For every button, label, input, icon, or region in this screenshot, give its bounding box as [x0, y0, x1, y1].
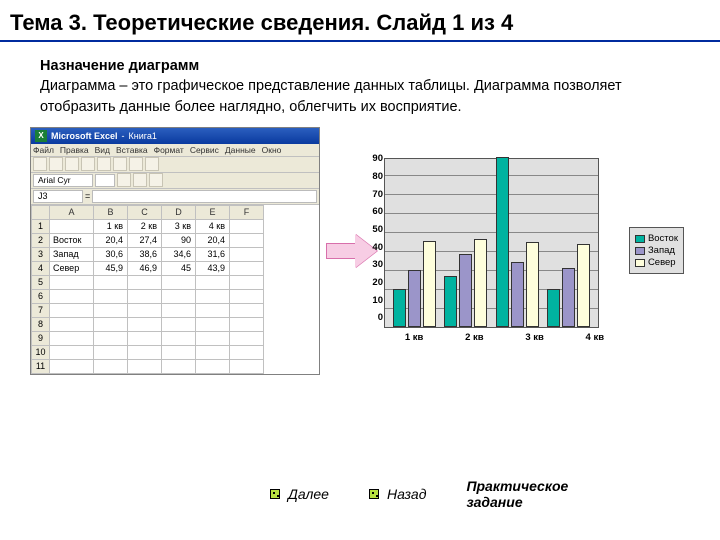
nav-task-label: Практическое задание — [466, 478, 568, 510]
chart-legend: ВостокЗападСевер — [629, 227, 684, 274]
y-axis-labels: 9080706050403020100 — [365, 153, 383, 323]
toolbar-button[interactable] — [113, 157, 127, 171]
menu-item[interactable]: Вид — [95, 145, 110, 155]
menu-item[interactable]: Сервис — [190, 145, 219, 155]
nav-task[interactable]: Практическое задание — [466, 478, 568, 510]
menu-item[interactable]: Файл — [33, 145, 54, 155]
bar — [408, 270, 421, 328]
chart-plot: 9080706050403020100 — [384, 158, 599, 328]
bar-chart: 9080706050403020100 1 кв2 кв3 кв4 кв Вос… — [384, 158, 684, 343]
bold-button[interactable] — [117, 173, 131, 187]
cell-ref[interactable]: J3 — [33, 190, 83, 203]
spreadsheet-grid: ABCDEF11 кв2 кв3 кв4 кв2Восток20,427,490… — [31, 205, 264, 374]
excel-menubar: Файл Правка Вид Вставка Формат Сервис Данные Ок… — [31, 144, 319, 157]
bar-group — [543, 244, 594, 327]
toolbar-button[interactable] — [33, 157, 47, 171]
bar — [444, 276, 457, 328]
bar — [577, 244, 590, 327]
bullet-icon — [270, 489, 280, 499]
menu-item[interactable]: Окно — [262, 145, 282, 155]
nav-next[interactable]: Далее — [270, 478, 329, 510]
fontsize-combo[interactable] — [95, 174, 115, 187]
nav-back[interactable]: Назад — [369, 478, 426, 510]
legend-item: Север — [635, 257, 678, 268]
excel-fontbar: Arial Cyr — [31, 173, 319, 189]
bar — [459, 254, 472, 327]
bar — [474, 239, 487, 328]
bar — [393, 289, 406, 328]
excel-icon: X — [35, 130, 47, 142]
excel-docname: Книга1 — [129, 131, 157, 141]
bar — [562, 268, 575, 328]
legend-item: Запад — [635, 245, 678, 256]
footer-nav: Далее Назад Практическое задание — [270, 478, 700, 510]
bar — [423, 241, 436, 328]
toolbar-button[interactable] — [81, 157, 95, 171]
bar-group — [389, 241, 440, 328]
x-axis-labels: 1 кв2 кв3 кв4 кв — [384, 332, 625, 343]
excel-namebox: J3 = — [31, 189, 319, 205]
bar — [511, 262, 524, 327]
excel-titlebar: X Microsoft Excel - Книга1 — [31, 128, 319, 144]
bullet-icon — [369, 489, 379, 499]
bar-group — [492, 157, 543, 327]
toolbar-button[interactable] — [97, 157, 111, 171]
excel-window: X Microsoft Excel - Книга1 Файл Правка Вид… — [30, 127, 320, 375]
intro-block: Назначение диаграмм Диаграмма – это граф… — [0, 42, 720, 125]
nav-next-label: Далее — [288, 486, 329, 502]
bar — [526, 242, 539, 327]
excel-toolbar — [31, 157, 319, 173]
menu-item[interactable]: Формат — [154, 145, 184, 155]
bar — [547, 289, 560, 328]
legend-item: Восток — [635, 233, 678, 244]
italic-button[interactable] — [133, 173, 147, 187]
menu-item[interactable]: Правка — [60, 145, 89, 155]
toolbar-button[interactable] — [65, 157, 79, 171]
underline-button[interactable] — [149, 173, 163, 187]
bar — [496, 157, 509, 327]
excel-appname: Microsoft Excel — [51, 131, 118, 141]
toolbar-button[interactable] — [49, 157, 63, 171]
bar-group — [440, 239, 491, 328]
menu-item[interactable]: Вставка — [116, 145, 148, 155]
intro-heading: Назначение диаграмм — [40, 56, 680, 76]
formula-bar[interactable] — [92, 190, 317, 203]
nav-back-label: Назад — [387, 486, 426, 502]
toolbar-button[interactable] — [145, 157, 159, 171]
font-combo[interactable]: Arial Cyr — [33, 174, 93, 187]
page-title: Тема 3. Теоретические сведения. Слайд 1 … — [0, 0, 720, 42]
toolbar-button[interactable] — [129, 157, 143, 171]
intro-body: Диаграмма – это графическое представлени… — [40, 76, 680, 117]
menu-item[interactable]: Данные — [225, 145, 256, 155]
